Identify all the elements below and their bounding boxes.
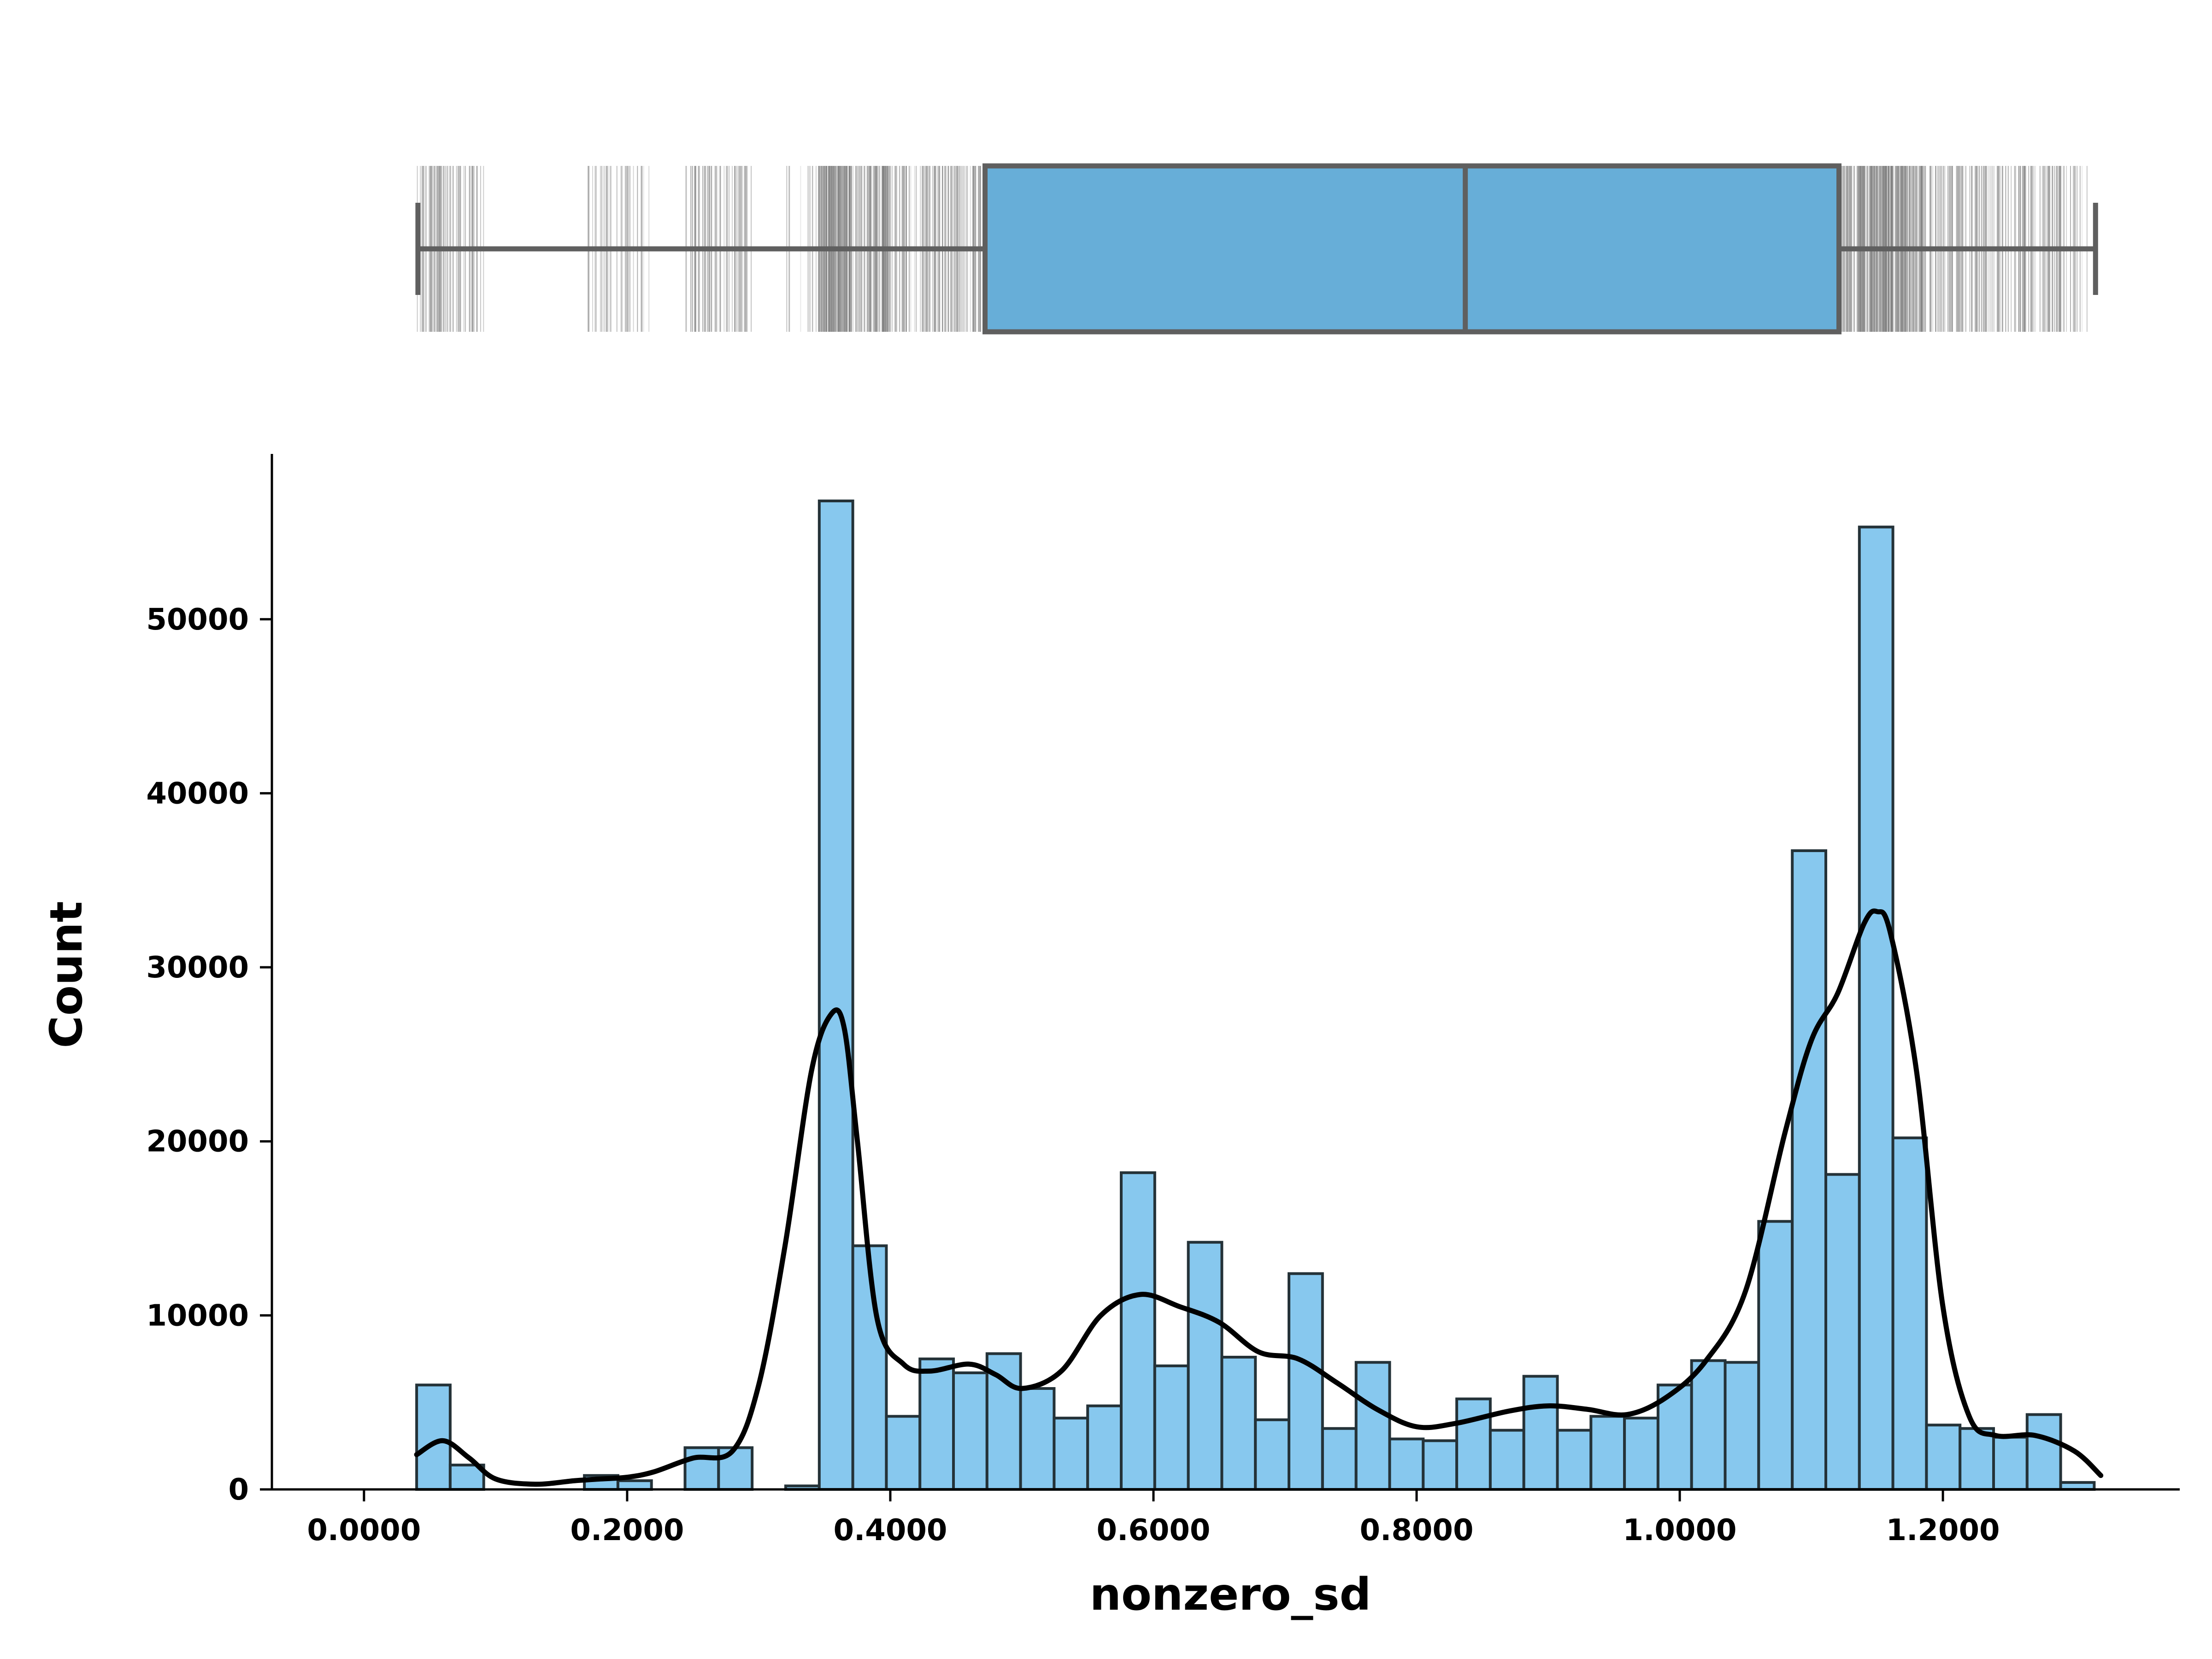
boxplot-box: [982, 163, 1842, 335]
histogram-bar: [1187, 1241, 1224, 1491]
histogram-bar: [1455, 1397, 1492, 1491]
x-tick-label: 0.8000: [1360, 1513, 1474, 1547]
histogram-bar: [1757, 1220, 1794, 1491]
histogram-bar: [1086, 1404, 1123, 1491]
histogram-bar: [1858, 525, 1894, 1491]
histogram-bars: [415, 500, 2096, 1491]
axes: [271, 454, 2180, 1491]
x-tick-label: 0.2000: [570, 1513, 684, 1547]
x-axis-ticks: 0.0000 0.2000 0.4000 0.6000 0.8000 1.0000 1.20…: [307, 1489, 2000, 1547]
histogram-bar: [1422, 1439, 1459, 1491]
histogram-bar: [1724, 1361, 1760, 1491]
histogram-bar: [1891, 1136, 1928, 1491]
y-tick-label: 30000: [146, 951, 249, 985]
histogram-bar: [818, 500, 854, 1491]
histogram-panel: 0.0000 0.2000 0.4000 0.6000 0.8000 1.0000 1.20…: [41, 454, 2180, 1620]
histogram-bar: [1019, 1387, 1056, 1491]
histogram-bar: [952, 1371, 988, 1491]
histogram-bar: [918, 1357, 955, 1491]
histogram-bar: [885, 1415, 922, 1491]
histogram-bar: [683, 1446, 720, 1491]
x-axis-label: nonzero_sd: [1090, 1569, 1371, 1620]
marginal-boxplot: [415, 163, 2098, 335]
y-tick-label: 50000: [146, 603, 249, 637]
histogram-bar: [1254, 1418, 1290, 1491]
histogram-bar: [1824, 1173, 1861, 1491]
y-axis-ticks: 0 10000 20000 30000 40000 50000: [146, 603, 272, 1507]
histogram-bar: [616, 1479, 653, 1491]
histogram-bar: [1791, 849, 1827, 1491]
y-tick-label: 20000: [146, 1125, 249, 1159]
boxplot-body: [415, 163, 2098, 335]
histogram-bar: [1488, 1429, 1525, 1491]
histogram-bar: [1959, 1427, 1995, 1491]
histogram-bar: [2025, 1413, 2062, 1491]
histogram-bar: [1288, 1272, 1324, 1491]
histogram-bar: [415, 1383, 452, 1491]
histogram-bar: [1388, 1437, 1425, 1491]
histogram-bar: [1556, 1429, 1593, 1491]
y-tick-label: 0: [228, 1473, 249, 1507]
histogram-bar: [1220, 1356, 1257, 1491]
x-tick-label: 0.0000: [307, 1513, 421, 1547]
histogram-bar: [1623, 1417, 1659, 1491]
histogram-bar: [717, 1446, 754, 1491]
histogram-bar: [1925, 1424, 1962, 1491]
y-tick-label: 40000: [146, 777, 249, 811]
histogram-bar: [1522, 1375, 1559, 1491]
kde-curve: [414, 908, 2104, 1487]
histogram-bar: [1354, 1361, 1391, 1491]
histogram-bar: [1690, 1359, 1727, 1491]
histogram-bar: [1053, 1417, 1089, 1491]
histogram-bar: [1120, 1171, 1156, 1491]
histogram-bar: [1992, 1435, 2029, 1491]
histogram-bar: [1321, 1427, 1358, 1491]
histogram-bar: [1153, 1364, 1190, 1491]
y-tick-label: 10000: [146, 1299, 249, 1333]
histogram-bar: [1589, 1415, 1626, 1491]
x-tick-label: 1.2000: [1886, 1513, 2000, 1547]
x-tick-label: 0.6000: [1096, 1513, 1210, 1547]
x-tick-label: 0.4000: [833, 1513, 947, 1547]
x-tick-label: 1.0000: [1623, 1513, 1737, 1547]
y-axis-label: Count: [41, 901, 92, 1048]
